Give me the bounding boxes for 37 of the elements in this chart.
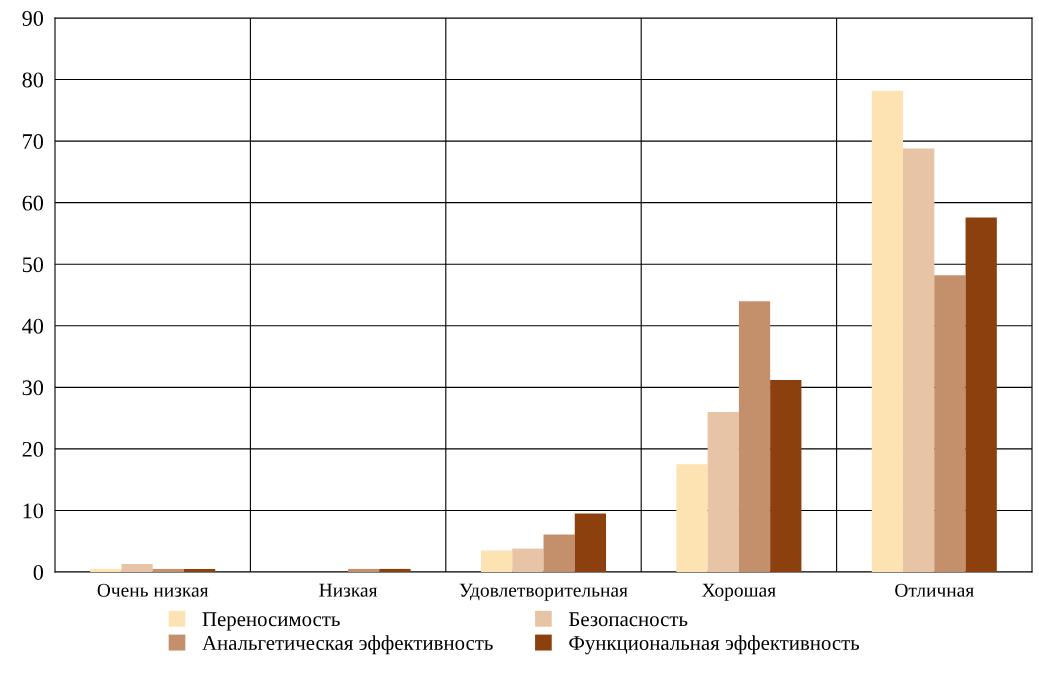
legend-label: Анальгетическая эффективность (202, 635, 493, 655)
bar (348, 568, 380, 572)
y-tick-label: 0 (33, 564, 44, 580)
bar (183, 568, 216, 572)
bar (770, 379, 802, 572)
bar (934, 275, 966, 572)
x-tick-label: Очень низкая (97, 583, 209, 597)
y-tick-label: 80 (22, 72, 44, 88)
legend-label: Безопасность (569, 612, 688, 627)
bar (121, 564, 153, 572)
y-tick-label: 20 (22, 441, 44, 457)
bar (90, 568, 122, 572)
bar (965, 217, 997, 572)
bar (379, 568, 411, 572)
y-tick-label: 70 (23, 134, 44, 150)
bar (152, 568, 184, 572)
bar (512, 548, 544, 572)
bar (543, 534, 575, 572)
x-tick-label: Отличная (895, 583, 974, 597)
y-tick-label: 10 (23, 503, 44, 519)
x-tick-label: Удовлетворительная (459, 583, 628, 601)
legend-label: Переносимость (202, 612, 340, 631)
x-tick-label: Низкая (319, 583, 378, 597)
y-tick-label: 40 (22, 318, 44, 334)
legend-label: Функциональная эффективность (569, 635, 860, 655)
bar (871, 90, 904, 572)
bar (738, 301, 771, 572)
y-tick-label: 60 (22, 195, 44, 211)
bar (903, 148, 935, 572)
bar (574, 513, 607, 572)
bar (676, 464, 708, 572)
bar (480, 550, 513, 572)
bar (707, 411, 739, 572)
x-tick-label: Хорошая (702, 583, 776, 601)
y-tick-label: 30 (22, 380, 44, 396)
y-tick-label: 90 (22, 10, 44, 26)
y-tick-label: 50 (22, 257, 44, 273)
